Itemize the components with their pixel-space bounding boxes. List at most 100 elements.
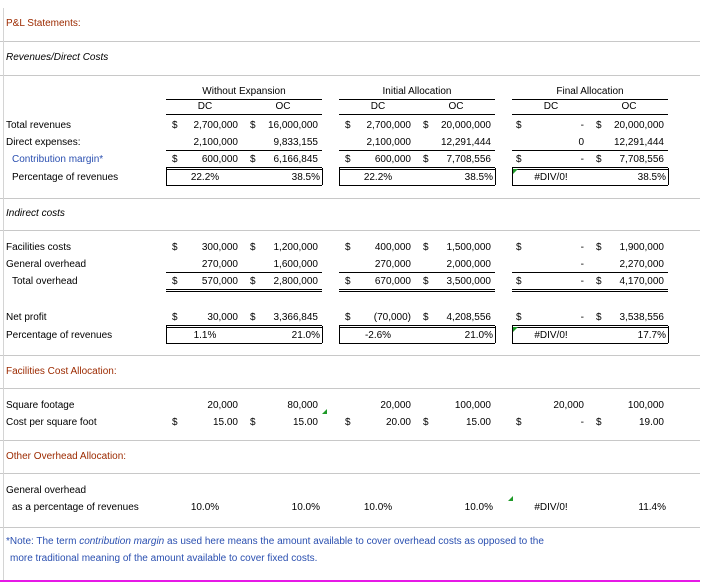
currency-symbol: $ [172,242,178,253]
row-label-as-percentage-of-revenues: as a percentage of revenues [12,502,139,513]
currency-symbol: $ [250,154,256,165]
cell-value: 12,291,444 [613,137,664,148]
cell-value: 10.0% [363,502,393,513]
cell-value: 38.5% [291,172,320,183]
cell-value: 1,200,000 [273,242,319,253]
cell-value: 6,166,845 [273,154,319,165]
currency-symbol: $ [516,242,522,253]
cell-value: 2,270,000 [619,259,665,270]
currency-symbol: $ [423,120,429,131]
subheader-dc: DC [543,101,559,112]
currency-symbol: $ [516,312,522,323]
row-label-net-profit: Net profit [6,312,47,323]
cell-value: 0 [578,137,584,148]
error-marker-icon [322,409,327,414]
currency-symbol: $ [516,154,522,165]
cell-value: 20,000 [380,400,411,411]
currency-symbol: $ [345,242,351,253]
currency-symbol: $ [516,417,522,428]
cell-value: 1,600,000 [273,259,319,270]
header-initial-allocation: Initial Allocation [382,86,452,97]
cell-value: - [580,312,584,323]
cell-value: 2,700,000 [193,120,239,131]
cell-value: 15.00 [465,417,491,428]
currency-symbol: $ [250,417,256,428]
bottom-border [0,580,700,582]
cell-value: 2,700,000 [366,120,412,131]
currency-symbol: $ [172,120,178,131]
cell-value: 10.0% [291,502,320,513]
cell-value: 100,000 [454,400,491,411]
cell-value: 4,170,000 [619,276,665,287]
cell-value: 270,000 [374,259,411,270]
cell-value: - [580,242,584,253]
footnote-line-2: more traditional meaning of the amount a… [10,553,318,564]
row-label-cost-per-square-foot: Cost per square foot [6,417,97,428]
currency-symbol: $ [250,312,256,323]
cell-value: 7,708,556 [619,154,665,165]
cell-value: 19.00 [638,417,664,428]
currency-symbol: $ [516,276,522,287]
cell-value: 570,000 [201,276,238,287]
cell-value: 16,000,000 [267,120,318,131]
cell-value: 15.00 [212,417,238,428]
row-label-contribution-margin: Contribution margin* [12,154,104,165]
currency-symbol: $ [596,154,602,165]
cell-value: 30,000 [207,312,238,323]
cell-value: 38.5% [637,172,666,183]
cell-value: 38.5% [464,172,493,183]
cell-value: 1,900,000 [619,242,665,253]
cell-value: 20,000,000 [440,120,491,131]
cell-value: 21.0% [464,330,493,341]
currency-symbol: $ [172,276,178,287]
section-indirect-costs: Indirect costs [6,208,65,219]
row-label-direct-expenses: Direct expenses: [6,137,81,148]
cell-value: 670,000 [374,276,411,287]
cell-value: 270,000 [201,259,238,270]
currency-symbol: $ [250,120,256,131]
subheader-dc: DC [370,101,386,112]
subheader-dc: DC [197,101,213,112]
cell-value: 2,100,000 [193,137,239,148]
currency-symbol: $ [172,154,178,165]
cell-value: 22.2% [190,172,220,183]
cell-value: 11.4% [638,502,666,513]
footnote-rest: as used here means the amount available … [164,536,544,547]
section-other-overhead-allocation: Other Overhead Allocation: [6,451,127,462]
footnote-prefix: *Note: The term [6,536,80,547]
section-facilities-cost-allocation: Facilities Cost Allocation: [6,366,117,377]
cell-value: 10.0% [464,502,493,513]
section-pl-statements: P&L Statements: [6,18,81,29]
error-marker-icon [508,496,513,501]
subheader-oc: OC [275,101,291,112]
section-revenues-direct-costs: Revenues/Direct Costs [6,52,109,63]
row-label-percentage-of-revenues: Percentage of revenues [12,172,119,183]
cell-value: 4,208,556 [446,312,492,323]
subheader-oc: OC [621,101,637,112]
cell-value: #DIV/0! [534,502,568,513]
cell-value: - [580,259,584,270]
cell-value: 21.0% [291,330,320,341]
cell-value: - [580,417,584,428]
currency-symbol: $ [423,276,429,287]
currency-symbol: $ [345,312,351,323]
cell-value: 20,000,000 [613,120,664,131]
cell-value: - [580,154,584,165]
currency-symbol: $ [596,242,602,253]
cell-value: - [580,120,584,131]
currency-symbol: $ [423,154,429,165]
row-label-total-overhead: Total overhead [12,276,78,287]
error-marker-icon [513,169,518,174]
currency-symbol: $ [596,120,602,131]
currency-symbol: $ [345,417,351,428]
cell-value: 80,000 [287,400,318,411]
currency-symbol: $ [250,242,256,253]
currency-symbol: $ [423,242,429,253]
row-label-general-overhead-allocation: General overhead [6,485,87,496]
header-without-expansion: Without Expansion [202,86,286,97]
header-final-allocation: Final Allocation [556,86,624,97]
row-label-general-overhead: General overhead [6,259,87,270]
currency-symbol: $ [172,312,178,323]
currency-symbol: $ [596,417,602,428]
currency-symbol: $ [172,417,178,428]
